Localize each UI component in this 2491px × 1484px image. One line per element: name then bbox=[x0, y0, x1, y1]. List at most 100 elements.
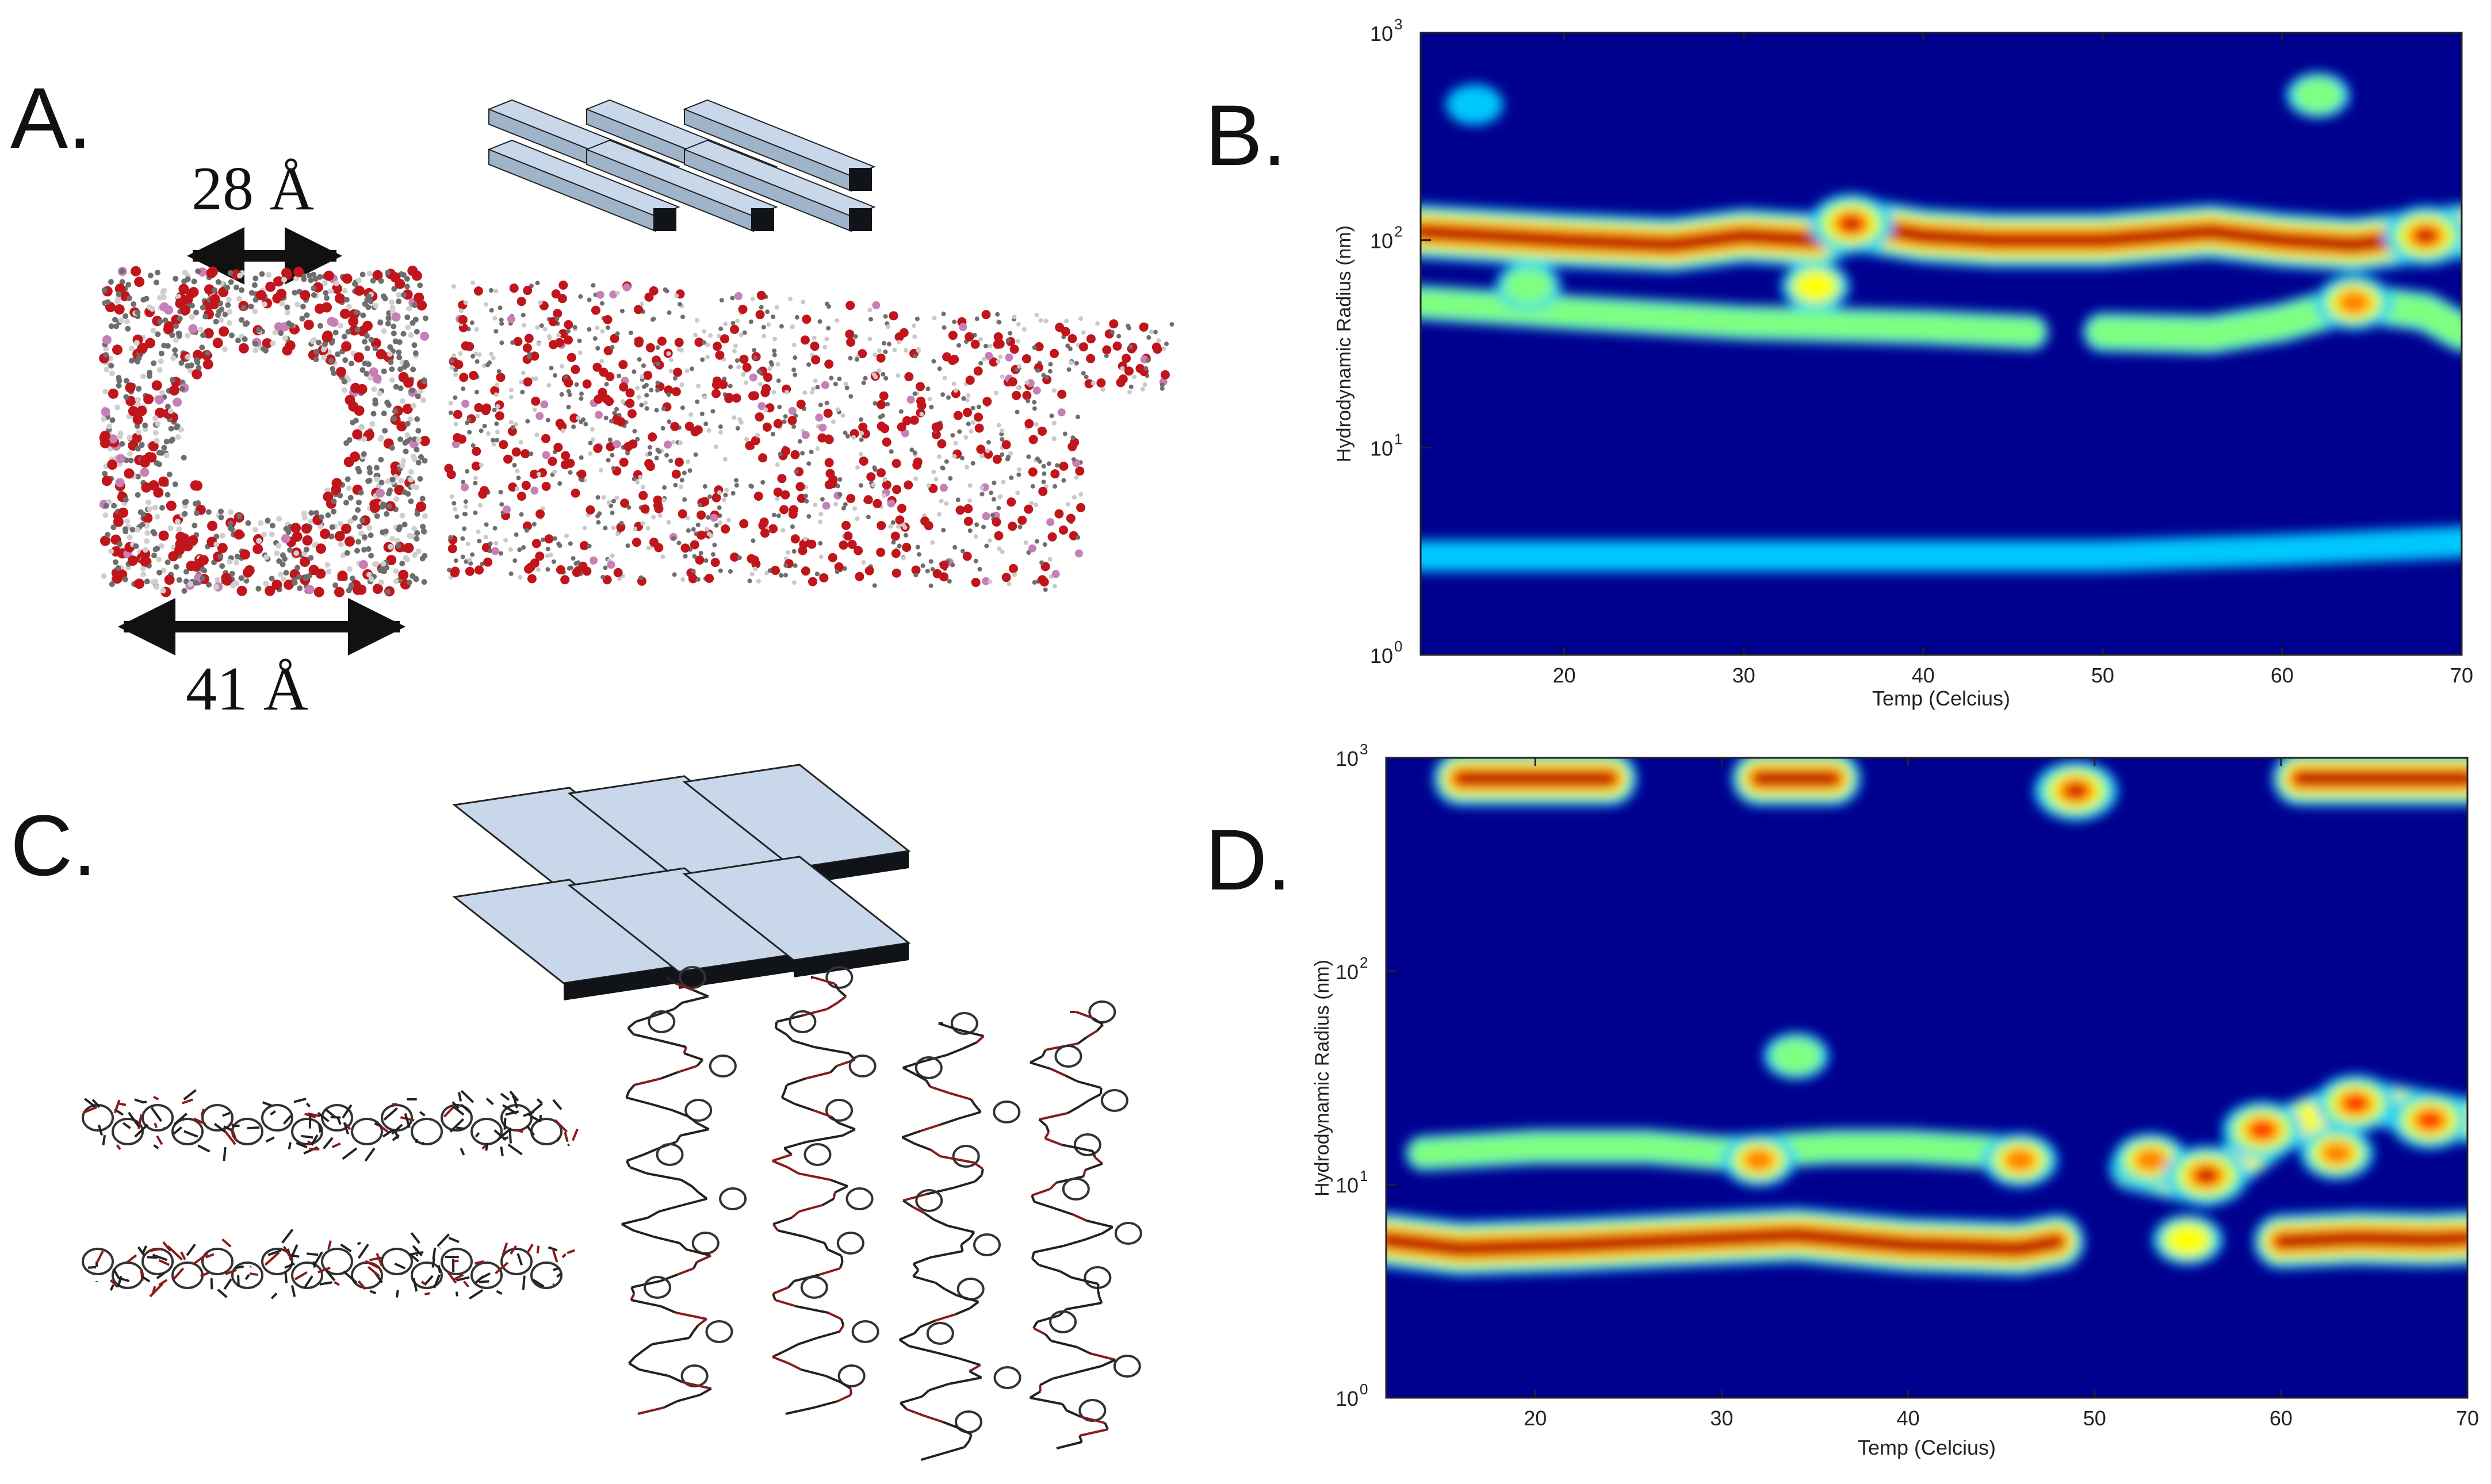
atom bbox=[100, 535, 110, 546]
atom bbox=[625, 543, 630, 549]
atom bbox=[318, 514, 324, 520]
atom bbox=[520, 389, 525, 394]
atom bbox=[342, 287, 348, 294]
atom bbox=[332, 582, 339, 588]
atom bbox=[527, 352, 532, 357]
bond bbox=[913, 1275, 936, 1284]
atom bbox=[718, 430, 723, 435]
atom bbox=[668, 369, 674, 374]
atom bbox=[496, 369, 502, 374]
bond bbox=[449, 1118, 465, 1133]
atom bbox=[483, 535, 488, 540]
atom bbox=[155, 421, 161, 427]
atom bbox=[661, 406, 666, 411]
atom bbox=[1017, 515, 1027, 525]
atom bbox=[544, 534, 554, 544]
atom bbox=[116, 291, 122, 297]
atom bbox=[140, 556, 151, 567]
atom bbox=[355, 499, 362, 505]
atom bbox=[881, 340, 886, 346]
atom bbox=[418, 454, 424, 460]
atom bbox=[824, 435, 834, 444]
atom bbox=[853, 334, 858, 339]
atom bbox=[1065, 343, 1070, 348]
atom bbox=[159, 302, 169, 312]
heat-spot bbox=[1844, 218, 1859, 229]
bond bbox=[249, 1272, 258, 1276]
bond bbox=[183, 1089, 197, 1100]
bond bbox=[116, 1144, 121, 1151]
atom bbox=[1001, 440, 1011, 450]
atom bbox=[342, 273, 353, 284]
atom bbox=[175, 434, 181, 440]
atom bbox=[610, 333, 619, 343]
atom bbox=[571, 556, 576, 561]
atom bbox=[711, 389, 721, 398]
atom bbox=[554, 316, 560, 321]
atom bbox=[841, 520, 851, 530]
atom bbox=[182, 269, 188, 275]
y-tick-exponent: 2 bbox=[1360, 954, 1368, 971]
bond bbox=[1061, 1144, 1093, 1152]
bond bbox=[660, 1071, 678, 1080]
bond bbox=[902, 1060, 924, 1069]
atom bbox=[1047, 369, 1053, 374]
bond bbox=[319, 1281, 332, 1286]
atom bbox=[806, 514, 812, 519]
atom bbox=[167, 525, 174, 531]
atom bbox=[829, 375, 834, 381]
bond bbox=[312, 1261, 316, 1268]
atom bbox=[611, 498, 616, 504]
bond bbox=[162, 1241, 172, 1252]
atom bbox=[411, 526, 418, 532]
atom bbox=[531, 539, 541, 549]
bond bbox=[1084, 1163, 1103, 1171]
atom bbox=[637, 357, 642, 362]
atom bbox=[732, 393, 741, 403]
atom bbox=[214, 577, 220, 583]
atom bbox=[386, 555, 397, 566]
atom bbox=[384, 511, 390, 517]
bond bbox=[213, 1122, 226, 1133]
atom bbox=[779, 324, 784, 329]
atom bbox=[914, 316, 920, 321]
atom bbox=[877, 468, 886, 478]
atom bbox=[606, 442, 615, 451]
atom bbox=[619, 458, 629, 467]
bond bbox=[137, 1114, 143, 1129]
atom bbox=[269, 576, 275, 582]
atom bbox=[304, 573, 310, 580]
atom bbox=[362, 534, 368, 540]
atom bbox=[494, 421, 499, 427]
atom bbox=[730, 490, 736, 496]
bond bbox=[902, 1199, 913, 1208]
atom bbox=[1078, 342, 1088, 352]
atom bbox=[990, 512, 995, 517]
bond bbox=[692, 1324, 699, 1333]
atom bbox=[644, 406, 649, 411]
atom bbox=[1065, 502, 1070, 507]
atom bbox=[961, 396, 966, 401]
atom bbox=[341, 523, 351, 534]
atom bbox=[236, 296, 243, 302]
atom bbox=[595, 411, 603, 419]
atom bbox=[1153, 329, 1158, 335]
bond bbox=[969, 1301, 979, 1309]
atom bbox=[200, 332, 206, 339]
bond bbox=[626, 1096, 651, 1105]
atom bbox=[179, 386, 185, 392]
atom bbox=[252, 527, 258, 533]
atom bbox=[503, 538, 508, 543]
bond bbox=[244, 1274, 250, 1280]
atom bbox=[189, 302, 195, 309]
bond bbox=[633, 1229, 655, 1238]
atom bbox=[524, 333, 534, 343]
atom bbox=[686, 528, 691, 533]
atom bbox=[209, 294, 220, 305]
bond bbox=[394, 1263, 405, 1270]
atom bbox=[803, 493, 808, 498]
atom bbox=[724, 488, 729, 493]
atom bbox=[404, 432, 411, 439]
atom bbox=[107, 446, 113, 452]
atom bbox=[606, 500, 611, 505]
